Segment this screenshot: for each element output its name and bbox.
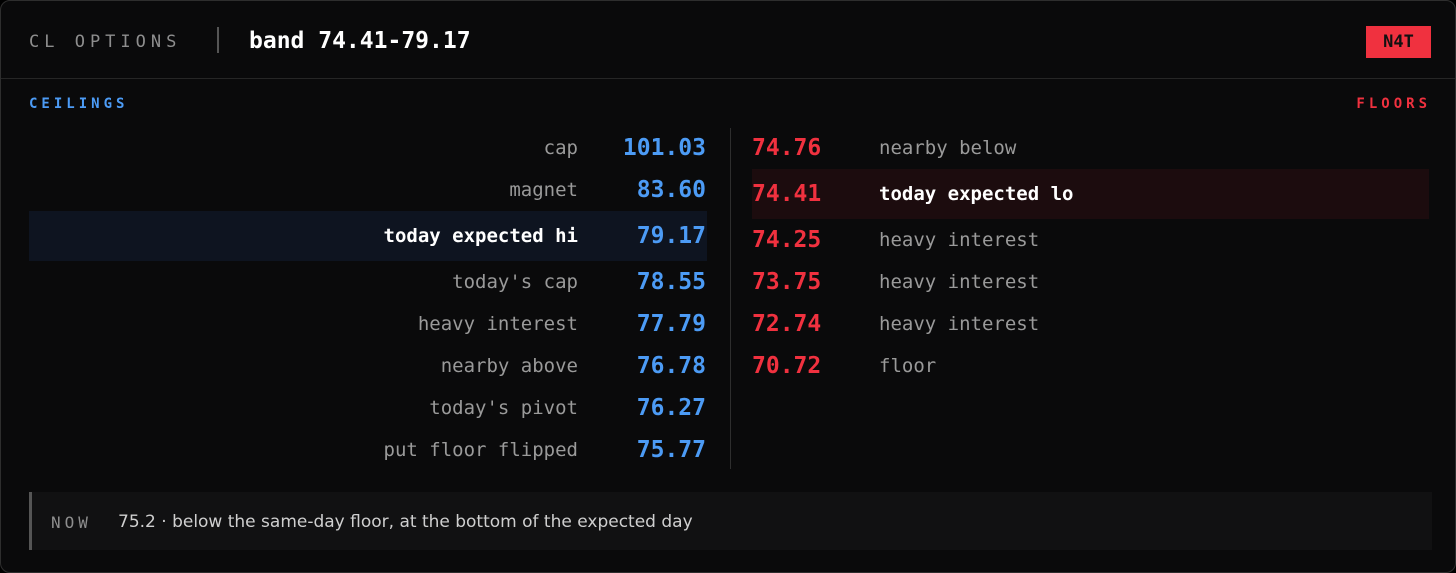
level-row: today's cap 78.55 [29,261,707,303]
level-value: 77.79 [636,311,706,337]
level-label: magnet [509,179,578,201]
level-label: cap [543,137,578,159]
level-row: today expected hi 79.17 [29,211,707,261]
level-row: today's pivot 76.27 [29,387,707,429]
level-row: 74.76 nearby below [752,127,1429,169]
header: CL OPTIONS band 74.41-79.17 N4T [1,1,1455,79]
level-row: 74.41 today expected lo [752,169,1429,219]
level-label: nearby below [879,137,1017,159]
level-label: heavy interest [879,229,1040,251]
level-value: 76.78 [636,353,706,379]
level-value: 73.75 [752,269,822,295]
level-row: heavy interest 77.79 [29,303,707,345]
level-value: 101.03 [622,135,706,161]
header-label: CL OPTIONS [29,32,182,52]
level-label: today's pivot [429,397,578,419]
level-label: heavy interest [879,313,1040,335]
level-value: 74.76 [752,135,822,161]
level-value: 75.77 [636,437,706,463]
ceilings-list: cap 101.03 magnet 83.60 today expected hi 79.… [29,127,707,471]
level-value: 79.17 [636,223,706,249]
footer-label: NOW [51,513,92,532]
floors-list: 74.76 nearby below 74.41 today expected lo 7… [752,127,1429,387]
level-label: nearby above [440,355,578,377]
level-label: today expected hi [383,225,578,247]
level-value: 74.41 [752,181,822,207]
level-row: nearby above 76.78 [29,345,707,387]
level-label: today's cap [452,271,578,293]
level-label: heavy interest [417,313,578,335]
level-label: put floor flipped [383,439,578,461]
floors-title: FLOORS [1356,96,1431,112]
level-value: 76.27 [636,395,706,421]
level-row: cap 101.03 [29,127,707,169]
level-row: 72.74 heavy interest [752,303,1429,345]
footer-text: 75.2 · below the same-day floor, at the … [118,512,693,532]
level-label: floor [879,355,937,377]
divider [730,128,731,469]
header-title: band 74.41-79.17 [249,28,471,54]
level-row: 73.75 heavy interest [752,261,1429,303]
ceilings-title: CEILINGS [29,96,129,112]
level-label: today expected lo [879,183,1074,205]
level-value: 78.55 [636,269,706,295]
badge: N4T [1366,26,1431,58]
level-row: magnet 83.60 [29,169,707,211]
separator [217,27,219,53]
level-row: put floor flipped 75.77 [29,429,707,471]
level-value: 72.74 [752,311,822,337]
level-row: 74.25 heavy interest [752,219,1429,261]
level-value: 74.25 [752,227,822,253]
level-row: 70.72 floor [752,345,1429,387]
footer: NOW 75.2 · below the same-day floor, at … [29,492,1432,550]
level-value: 83.60 [636,177,706,203]
level-value: 70.72 [752,353,822,379]
level-label: heavy interest [879,271,1040,293]
